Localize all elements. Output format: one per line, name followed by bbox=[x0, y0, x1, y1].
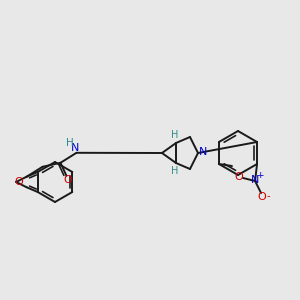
Text: H: H bbox=[171, 130, 179, 140]
Text: H: H bbox=[66, 138, 74, 148]
Text: H: H bbox=[171, 166, 179, 176]
Text: N: N bbox=[251, 175, 259, 185]
Text: N: N bbox=[199, 147, 207, 157]
Text: O: O bbox=[15, 177, 23, 187]
Text: O: O bbox=[235, 172, 243, 182]
Text: O: O bbox=[63, 175, 72, 185]
Text: N: N bbox=[71, 143, 80, 153]
Text: -: - bbox=[266, 191, 270, 201]
Text: O: O bbox=[258, 192, 266, 202]
Text: +: + bbox=[256, 172, 264, 181]
